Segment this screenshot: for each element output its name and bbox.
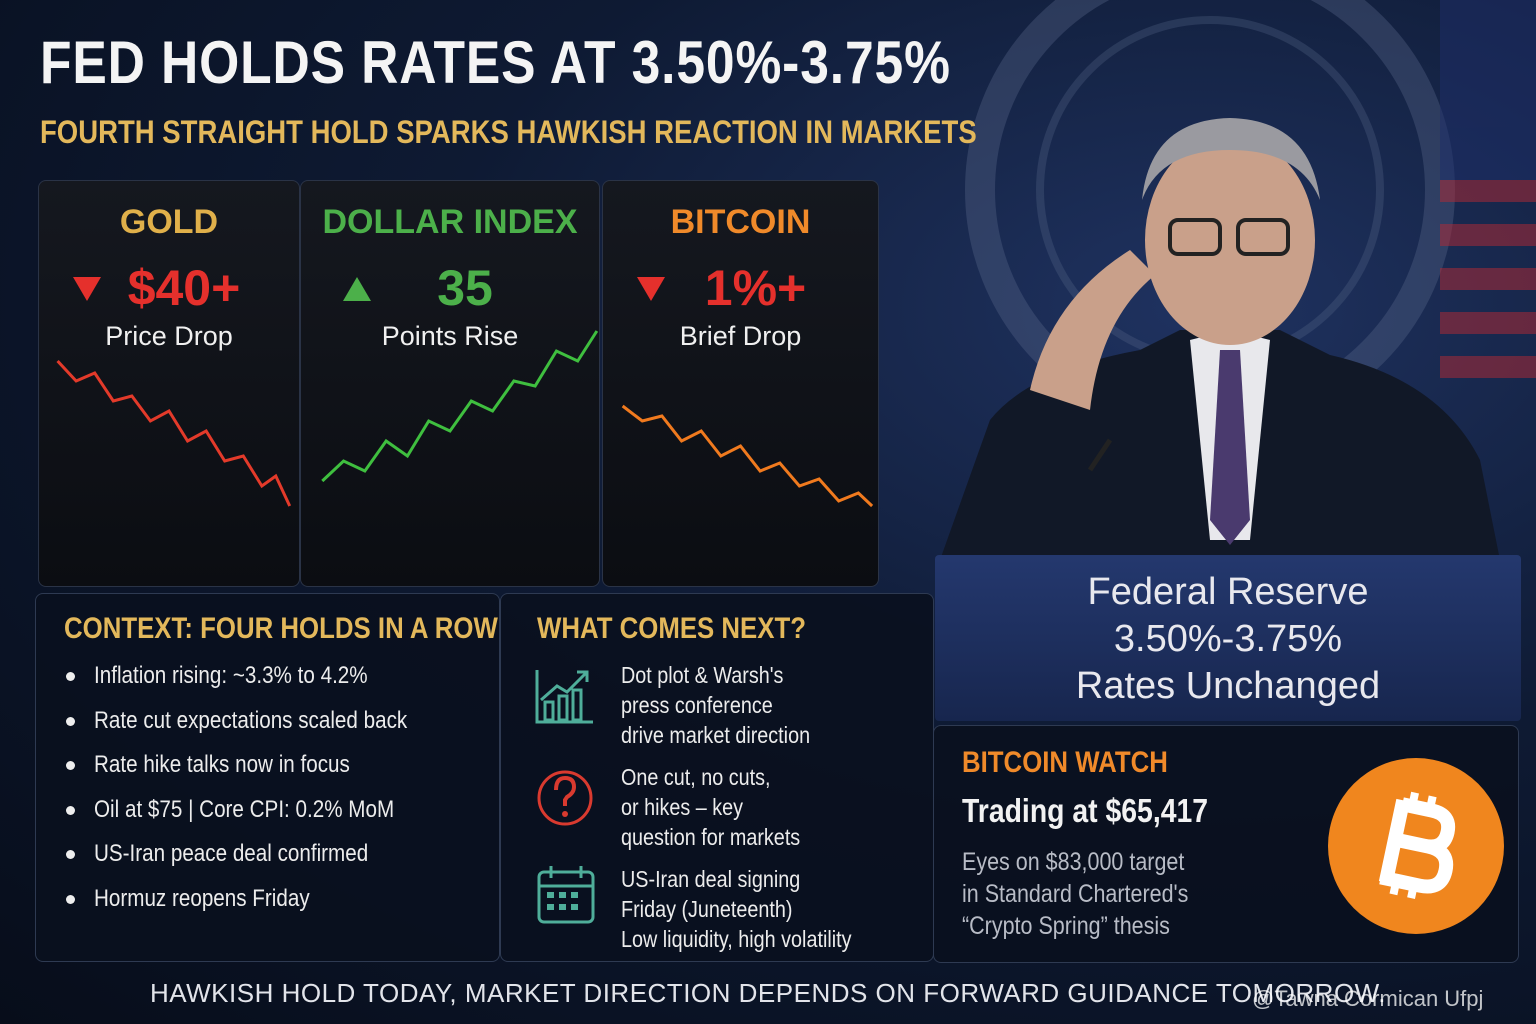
podium-panel: Federal Reserve 3.50%-3.75% Rates Unchange… [935, 555, 1521, 721]
trend-line [321, 330, 599, 483]
card-graphic [621, 277, 874, 508]
podium-line: Rates Unchanged [1075, 665, 1381, 707]
card-graphic [321, 277, 599, 483]
next-line: question for markets [621, 824, 801, 850]
bullet [66, 672, 75, 681]
bitcoin-watch: BITCOIN WATCH Trading at $65,417 Eyes on… [933, 725, 1519, 963]
bullet [66, 761, 75, 770]
bitcoin-note: in Standard Chartered's [962, 880, 1189, 908]
card-label: DOLLAR INDEX [322, 203, 578, 241]
card-value: 1%+ [704, 260, 807, 316]
next-line: US-Iran deal signing [621, 866, 801, 892]
context-item: Hormuz reopens Friday [94, 884, 310, 912]
title: FED HOLDS RATES AT 3.50%-3.75% [40, 29, 951, 96]
market-card: BITCOIN 1%+ Brief Drop [602, 180, 879, 587]
card-label: BITCOIN [670, 203, 811, 241]
next-line: Dot plot & Warsh's [621, 662, 784, 688]
context-item: Rate cut expectations scaled back [94, 706, 408, 734]
podium-line: Federal Reserve [1087, 571, 1369, 613]
card-value: $40+ [127, 260, 241, 316]
bitcoin-price: Trading at $65,417 [962, 792, 1209, 829]
subtitle: FOURTH STRAIGHT HOLD SPARKS HAWKISH REAC… [40, 114, 977, 150]
context-panel: CONTEXT: FOUR HOLDS IN A ROW Inflation r… [35, 593, 500, 962]
trend-line [56, 359, 292, 507]
context-item: US-Iran peace deal confirmed [94, 840, 369, 867]
down-arrow [73, 277, 101, 301]
market-card: DOLLAR INDEX 35 Points Rise [300, 180, 600, 587]
watermark: @Tawna Cormican Ufpj [1252, 986, 1484, 1011]
next-icons [535, 670, 595, 924]
bullet [66, 894, 75, 904]
next-line: drive market direction [621, 722, 811, 748]
context-item: Rate hike talks now in focus [94, 751, 350, 778]
market-card: GOLD $40+ Price Drop [38, 180, 300, 587]
next-line: Friday (Juneteenth) [621, 896, 793, 922]
card-caption: Points Rise [381, 321, 519, 351]
down-arrow [637, 277, 665, 301]
card-value: 35 [437, 260, 493, 316]
up-arrow [343, 277, 371, 301]
next-line: One cut, no cuts, [621, 764, 771, 790]
bitcoin-logo [1328, 758, 1504, 934]
next-title: WHAT COMES NEXT? [537, 612, 806, 645]
context-item: Inflation rising: ~3.3% to 4.2% [94, 662, 368, 689]
next-line: or hikes – key [621, 794, 744, 820]
trend-line [621, 404, 874, 508]
next-line: Low liquidity, high volatility [621, 926, 852, 952]
next-panel: WHAT COMES NEXT? Dot plot & Warsh's press… [500, 593, 934, 962]
bullet [66, 805, 75, 815]
bullet [66, 716, 75, 726]
bullet [66, 850, 75, 859]
footer: HAWKISH HOLD TODAY, MARKET DIRECTION DEP… [149, 978, 1387, 1008]
bitcoin-note: Eyes on $83,000 target [962, 848, 1185, 876]
bitcoin-note: “Crypto Spring” thesis [962, 912, 1170, 940]
background-scene [940, 0, 1536, 560]
context-item: Oil at $75 | Core CPI: 0.2% MoM [94, 795, 395, 823]
next-line: press conference [621, 692, 773, 718]
card-label: GOLD [119, 203, 219, 241]
podium-line: 3.50%-3.75% [1113, 618, 1343, 660]
card-graphic [56, 277, 292, 507]
card-caption: Price Drop [105, 321, 233, 351]
card-caption: Brief Drop [679, 321, 802, 351]
context-title: CONTEXT: FOUR HOLDS IN A ROW [64, 612, 498, 645]
bitcoin-watch-title: BITCOIN WATCH [962, 746, 1168, 779]
